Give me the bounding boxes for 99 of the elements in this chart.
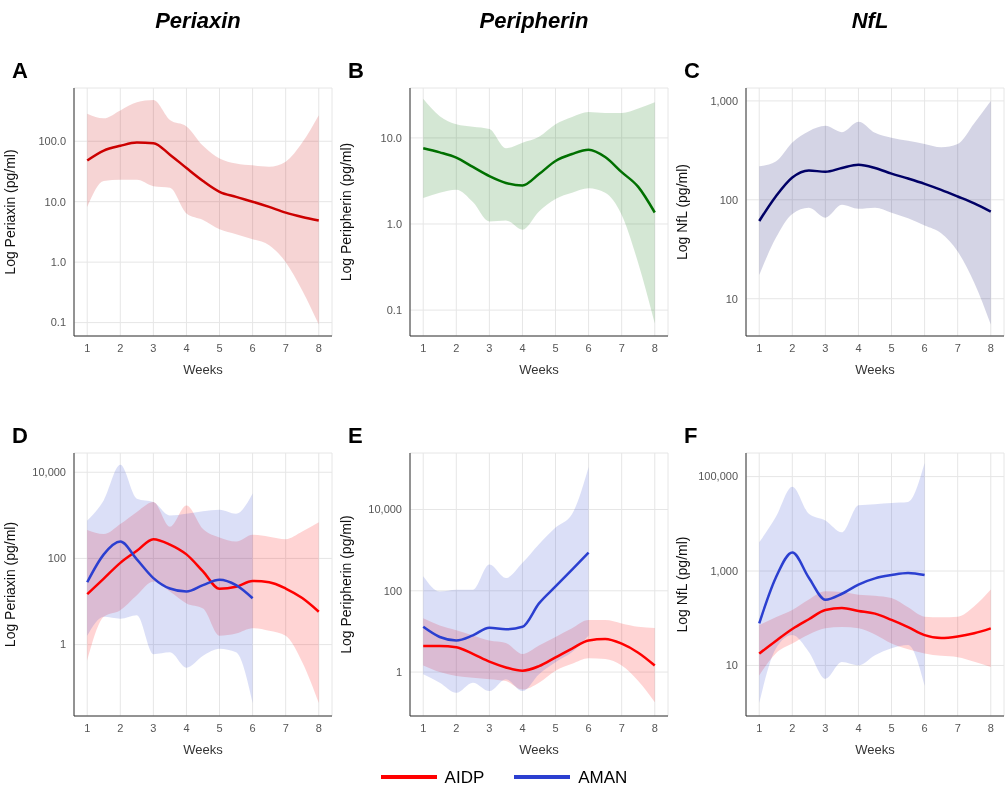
- x-tick-label: 2: [117, 341, 124, 354]
- x-tick-label: 6: [585, 341, 592, 354]
- y-tick-label: 1.0: [50, 256, 66, 269]
- x-tick-label: 5: [888, 721, 895, 734]
- y-tick-label: 10: [725, 292, 738, 305]
- x-axis-title: Weeks: [519, 742, 560, 757]
- line-series: [757, 606, 993, 655]
- x-tick-label: 4: [519, 341, 526, 354]
- x-tick-label: 5: [888, 341, 895, 354]
- x-tick-label: 4: [183, 721, 190, 734]
- line-series: [421, 637, 657, 672]
- y-tick-label: 100: [47, 552, 66, 565]
- x-tick-label: 7: [954, 721, 961, 734]
- x-tick-label: 4: [519, 721, 526, 734]
- x-tick-label: 3: [822, 721, 829, 734]
- x-axis-title: Weeks: [519, 362, 560, 377]
- line-series: [757, 551, 926, 625]
- legend-label: AMAN: [578, 768, 628, 788]
- x-tick-label: 5: [216, 341, 223, 354]
- y-axis-title: Log NfL (pg/ml): [673, 164, 690, 260]
- x-tick-label: 3: [150, 341, 157, 354]
- y-tick-label: 1.0: [386, 217, 402, 230]
- x-tick-label: 8: [315, 341, 322, 354]
- y-axis-title: Log Peripherin (pg/ml): [337, 142, 354, 282]
- x-tick-label: 8: [651, 341, 658, 354]
- line-series: [85, 537, 321, 613]
- y-axis-title: Log Periaxin (pg/ml): [1, 521, 18, 648]
- y-tick-label: 100: [383, 584, 402, 597]
- x-tick-label: 4: [183, 341, 190, 354]
- x-tick-label: 7: [282, 721, 289, 734]
- x-tick-label: 1: [420, 721, 427, 734]
- x-tick-label: 1: [756, 341, 763, 354]
- legend-label: AIDP: [444, 768, 485, 788]
- x-tick-label: 5: [552, 721, 559, 734]
- x-tick-label: 6: [921, 341, 928, 354]
- x-tick-label: 1: [84, 721, 91, 734]
- x-tick-label: 4: [855, 341, 862, 354]
- x-tick-label: 2: [789, 721, 796, 734]
- x-tick-label: 1: [84, 341, 91, 354]
- line-series: [421, 551, 590, 642]
- x-axis-title: Weeks: [183, 742, 224, 757]
- x-axis-title: Weeks: [855, 742, 896, 757]
- x-tick-label: 3: [486, 341, 493, 354]
- x-tick-label: 6: [249, 721, 256, 734]
- x-tick-label: 4: [855, 721, 862, 734]
- x-tick-label: 5: [552, 341, 559, 354]
- line-series: [757, 163, 993, 223]
- x-tick-label: 1: [756, 721, 763, 734]
- text: B: [348, 58, 364, 84]
- x-tick-label: 5: [216, 721, 223, 734]
- y-axis-title: Log Periaxin (pg/ml): [1, 149, 18, 275]
- x-tick-label: 6: [921, 721, 928, 734]
- y-tick-label: 100.0: [38, 135, 66, 148]
- text: F: [684, 423, 698, 449]
- x-tick-label: 7: [618, 721, 625, 734]
- x-axis-title: Weeks: [183, 362, 224, 377]
- text: D: [12, 423, 28, 449]
- y-axis-title: Log Peripherin (pg/ml): [337, 515, 354, 654]
- y-tick-label: 100,000: [698, 470, 738, 483]
- x-tick-label: 8: [315, 721, 322, 734]
- x-tick-label: 8: [987, 341, 994, 354]
- x-tick-label: 2: [453, 721, 460, 734]
- text: A: [12, 58, 28, 84]
- y-tick-label: 0.1: [50, 316, 66, 329]
- x-tick-label: 3: [822, 341, 829, 354]
- line-series: [85, 141, 321, 222]
- x-tick-label: 2: [117, 721, 124, 734]
- y-tick-label: 10.0: [44, 195, 66, 208]
- text: E: [348, 423, 363, 449]
- y-axis-title: Log NfL (pg/ml): [673, 536, 690, 633]
- chart-title: NfL: [850, 8, 890, 34]
- chart-title: Periaxin: [154, 8, 242, 34]
- x-tick-label: 7: [954, 341, 961, 354]
- line-series: [421, 146, 657, 214]
- x-tick-label: 6: [585, 721, 592, 734]
- x-tick-label: 2: [453, 341, 460, 354]
- y-tick-label: 1,000: [710, 564, 738, 577]
- y-tick-label: 0.1: [386, 303, 402, 316]
- x-axis-title: Weeks: [855, 362, 896, 377]
- y-tick-label: 10,000: [368, 503, 402, 516]
- line-series: [85, 540, 254, 600]
- x-tick-label: 7: [282, 341, 289, 354]
- x-tick-label: 3: [486, 721, 493, 734]
- x-tick-label: 1: [420, 341, 427, 354]
- x-tick-label: 8: [651, 721, 658, 734]
- x-tick-label: 3: [150, 721, 157, 734]
- x-tick-label: 8: [987, 721, 994, 734]
- y-tick-label: 1,000: [710, 94, 738, 107]
- x-tick-label: 7: [618, 341, 625, 354]
- y-tick-label: 10,000: [32, 466, 66, 479]
- chart-title: Peripherin: [478, 8, 590, 34]
- y-tick-label: 1: [59, 638, 66, 651]
- y-tick-label: 10: [725, 659, 738, 672]
- y-tick-label: 1: [395, 665, 402, 678]
- text: C: [684, 58, 700, 84]
- x-tick-label: 2: [789, 341, 796, 354]
- y-tick-label: 10.0: [380, 131, 402, 144]
- x-tick-label: 6: [249, 341, 256, 354]
- y-tick-label: 100: [719, 193, 738, 206]
